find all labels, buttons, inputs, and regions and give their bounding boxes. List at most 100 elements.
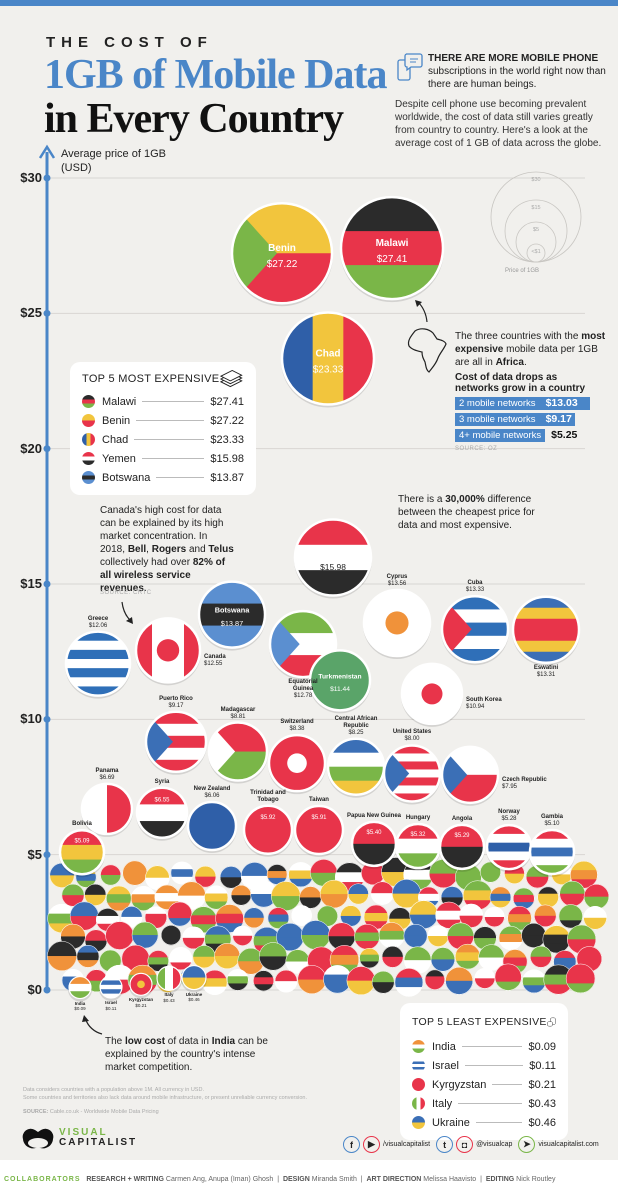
country-flag-bubble [323, 965, 352, 994]
leader-line [134, 439, 205, 440]
website-link[interactable]: visualcapitalist.com [538, 1141, 599, 1148]
country-flag-bubble [371, 970, 395, 994]
bubble-country-label: Norway [498, 809, 520, 816]
list-item: Benin $27.22 [82, 411, 244, 430]
country-flag-bubble [61, 883, 85, 907]
canada-note-bold: Telus [208, 544, 234, 555]
bubble-price-label: $5.40 [366, 830, 382, 836]
country-flag-bubble [347, 883, 369, 905]
bubble-equatorial-guinea [268, 609, 338, 681]
intro-strong-rest: subscriptions in the world right now tha… [428, 66, 606, 90]
india-note-text: can be explained by the country's intens… [105, 1036, 268, 1073]
bubble-madagascar [207, 721, 269, 784]
network-bar-value: $5.25 [551, 429, 578, 441]
bubble-india [68, 975, 92, 1002]
country-flag-bubble [100, 864, 122, 886]
bubble-label: New Zealand $6.06 [194, 786, 231, 800]
country-name: Yemen [102, 452, 136, 465]
leader-line [141, 458, 205, 459]
arrow-icon [121, 601, 133, 624]
youtube-icon[interactable]: ▶ [363, 1136, 380, 1153]
country-flag-bubble [489, 886, 512, 909]
bubble-papua-new-guinea [350, 820, 398, 869]
bubble-angola [438, 823, 486, 872]
country-flag-bubble [130, 885, 156, 911]
flag-turkmenistan [310, 650, 370, 711]
bubble-new-zealand [186, 800, 238, 853]
flag-south-korea [402, 663, 462, 724]
cursor-icon[interactable]: ➤ [518, 1136, 536, 1153]
bubble-botswana [197, 580, 267, 651]
country-flag-bubble [122, 860, 148, 886]
canada-note-text: , [146, 544, 152, 555]
bubble-country-label: Gambia [540, 813, 564, 820]
size-legend-circle [526, 243, 546, 263]
country-flag-bubble [480, 861, 501, 883]
india-note-text: of data in [165, 1036, 212, 1047]
visual-capitalist-logo[interactable]: VISUAL CAPITALIST [20, 1125, 137, 1151]
bubble-chart: $30 $15 $5 <$1 Malawi $27.41 Benin $27.22 Chad $2… [38, 144, 610, 1002]
list-item: Botswana $13.87 [82, 468, 244, 487]
country-flag-bubble [274, 969, 298, 993]
flag-icon [82, 433, 95, 446]
top5-most-title: TOP 5 MOST EXPENSIVE [82, 373, 220, 385]
top5-least-expensive-box: TOP 5 LEAST EXPENSIVE India $0.09 Israel $0… [400, 1003, 568, 1140]
country-flag-bubble [301, 920, 331, 950]
list-item: Ukraine $0.46 [412, 1113, 556, 1132]
bubble-country-label: Cyprus [386, 573, 408, 580]
country-flag-bubble [558, 904, 583, 929]
country-price: $23.33 [210, 433, 244, 446]
india-note-bold: India [211, 1036, 236, 1047]
country-flag-bubble [388, 907, 412, 930]
top-accent-bar [0, 0, 618, 6]
bubble-country-label: Chad [316, 349, 341, 360]
editing-names: Nick Routley [516, 1176, 556, 1183]
research-label: RESEARCH + WRITING [86, 1176, 164, 1183]
editing-label: EDITING [485, 1176, 515, 1183]
bubble-price-label: $6.55 [154, 797, 170, 803]
list-item: Chad $23.33 [82, 430, 244, 449]
country-flag-bubble [167, 901, 193, 927]
bubble-label: Trinidad and Tobago [239, 790, 297, 804]
bubble-country-label: Switzerland [280, 719, 314, 726]
networks-title: Cost of data drops as networks grow in a… [455, 372, 586, 394]
bubble-country-label: Turkmenistan [318, 673, 361, 680]
bubble-country-label: Czech Republic [502, 777, 547, 784]
social-handle-link[interactable]: @visualcap [476, 1141, 513, 1148]
y-tick-label: $30 [20, 170, 42, 185]
leader-line [136, 420, 205, 421]
instagram-icon[interactable]: ◘ [456, 1136, 474, 1153]
bubble-country-label: Panama [95, 767, 119, 774]
bubble-price-label: $0.11 [105, 1005, 117, 1011]
bubble-price-label: $5.32 [410, 832, 426, 838]
size-legend-label: $5 [533, 227, 539, 233]
country-flag-bubble [76, 945, 100, 968]
country-price: $0.43 [528, 1097, 556, 1110]
country-flag-bubble [462, 880, 493, 911]
country-price: $27.22 [210, 414, 244, 427]
bubble-italy [156, 965, 182, 994]
top5-most-expensive-box: TOP 5 MOST EXPENSIVE Malawi $27.41 Benin $2… [70, 362, 256, 495]
country-flag-bubble [542, 925, 571, 954]
bubble-central-african-republic [326, 737, 386, 798]
flag-benin [232, 203, 332, 304]
bubble-price-label: $13.87 [221, 619, 243, 628]
diff-note-text: difference between the cheapest price fo… [398, 494, 535, 531]
flag-angola [440, 824, 484, 869]
networks-bar-chart: 2 mobile networks $13.03 3 mobile networks… [455, 397, 590, 445]
country-flag-bubble [478, 944, 505, 971]
twitter-icon[interactable]: t [436, 1136, 454, 1153]
art-direction-label: ART DIRECTION [366, 1176, 422, 1183]
network-bar-label: 4+ mobile networks [455, 429, 546, 442]
country-flag-bubble [359, 947, 380, 969]
country-flag-bubble [96, 908, 120, 932]
country-flag-bubble [144, 906, 167, 929]
flag-icon [412, 1059, 425, 1072]
bubble-label: Syria [155, 779, 170, 786]
country-flag-bubble [47, 941, 77, 971]
facebook-icon[interactable]: f [343, 1136, 360, 1153]
social-handle-link[interactable]: /visualcapitalist [383, 1141, 431, 1148]
bubble-taiwan [293, 804, 345, 858]
list-item: Yemen $15.98 [82, 449, 244, 468]
country-flag-bubble [204, 885, 229, 910]
